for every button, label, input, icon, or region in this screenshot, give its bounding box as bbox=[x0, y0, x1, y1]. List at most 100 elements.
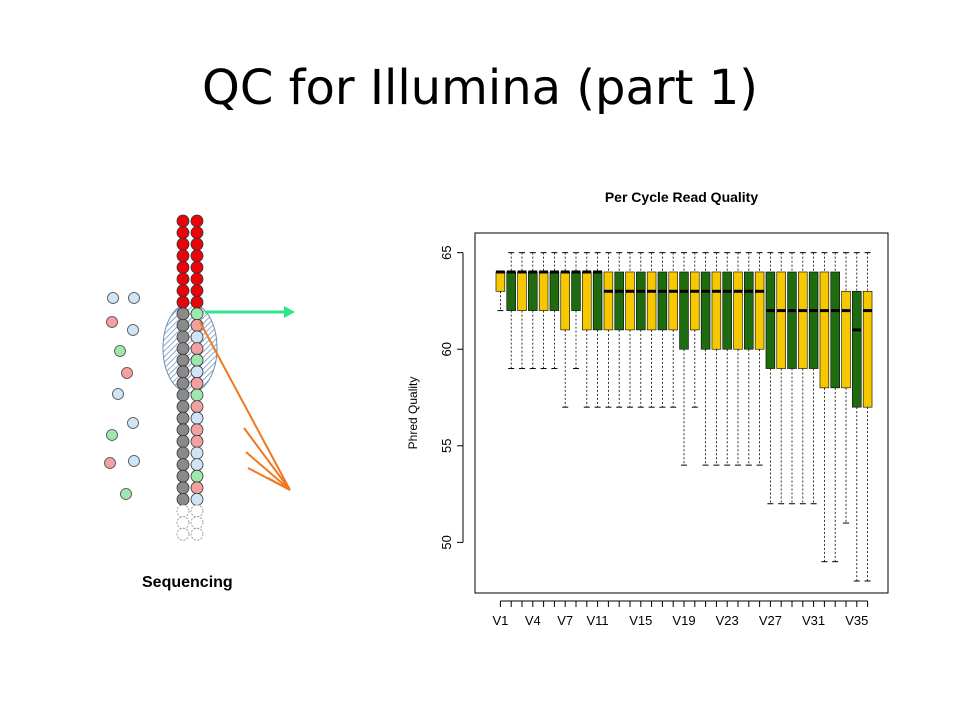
strand-base bbox=[176, 527, 190, 541]
strand-base bbox=[176, 330, 190, 344]
box-1 bbox=[495, 271, 506, 292]
strand-base bbox=[190, 376, 204, 390]
strand-base bbox=[190, 411, 204, 425]
box-7 bbox=[560, 271, 570, 331]
x-tick-label: V19 bbox=[672, 613, 695, 628]
signal-arrow-orange-ray bbox=[243, 427, 291, 491]
strand-base bbox=[176, 376, 190, 390]
box-33 bbox=[841, 290, 851, 389]
free-nucleotide bbox=[114, 345, 126, 357]
signal-arrowhead-green bbox=[284, 306, 295, 318]
box-18 bbox=[679, 271, 689, 350]
free-nucleotide bbox=[107, 292, 119, 304]
box-2 bbox=[506, 271, 516, 311]
box-3 bbox=[517, 271, 527, 311]
strand-base bbox=[176, 237, 190, 251]
strand-base bbox=[190, 307, 204, 321]
strand-base bbox=[190, 469, 204, 483]
strand-base bbox=[190, 226, 204, 240]
box-20 bbox=[700, 271, 711, 350]
free-nucleotide bbox=[106, 429, 118, 441]
x-tick-label: V11 bbox=[587, 613, 609, 628]
strand-base bbox=[190, 400, 204, 414]
strand-base bbox=[176, 353, 190, 367]
free-nucleotide bbox=[127, 324, 139, 336]
x-tick-label: V23 bbox=[716, 613, 739, 628]
strand-base bbox=[190, 237, 204, 251]
box-23 bbox=[733, 271, 743, 350]
box-29 bbox=[798, 271, 808, 369]
strand-base bbox=[190, 527, 204, 541]
box-6 bbox=[549, 271, 560, 311]
strand-base bbox=[190, 492, 204, 506]
box-24 bbox=[744, 271, 754, 350]
box-21 bbox=[711, 271, 722, 350]
box-12 bbox=[614, 271, 624, 331]
box-16 bbox=[657, 271, 668, 331]
free-nucleotide bbox=[128, 455, 140, 467]
strand-base bbox=[176, 423, 190, 437]
signal-arrow-orange-ray bbox=[267, 477, 291, 491]
box-17 bbox=[668, 271, 678, 331]
box-30 bbox=[808, 271, 819, 369]
strand-base bbox=[176, 284, 190, 298]
y-tick-label: 60 bbox=[439, 342, 454, 356]
strand-base bbox=[190, 342, 204, 356]
x-tick-label: V4 bbox=[525, 613, 541, 628]
y-tick-label: 50 bbox=[439, 535, 454, 549]
free-nucleotide bbox=[121, 367, 133, 379]
box-27 bbox=[776, 271, 786, 369]
free-nucleotide bbox=[112, 388, 124, 400]
box-5 bbox=[538, 271, 549, 311]
strand-base bbox=[176, 342, 190, 356]
strand-base bbox=[190, 365, 204, 379]
sequencing-diagram bbox=[104, 214, 295, 541]
strand-base bbox=[190, 295, 204, 309]
strand-base bbox=[176, 504, 190, 518]
free-nucleotide bbox=[106, 316, 118, 328]
box-8 bbox=[571, 271, 581, 311]
box-4 bbox=[528, 271, 538, 311]
strand-base bbox=[176, 249, 190, 263]
strand-base bbox=[176, 411, 190, 425]
strand-base bbox=[190, 284, 204, 298]
strand-base bbox=[176, 458, 190, 472]
strand-base bbox=[190, 330, 204, 344]
strand-base bbox=[176, 365, 190, 379]
box-31 bbox=[819, 271, 830, 389]
free-nucleotide bbox=[128, 292, 140, 304]
box-19 bbox=[690, 271, 700, 331]
x-tick-label: V1 bbox=[492, 613, 508, 628]
x-tick-label: V31 bbox=[802, 613, 825, 628]
box-28 bbox=[787, 271, 797, 369]
signal-arrow-orange-ray bbox=[245, 451, 291, 491]
y-tick-label: 65 bbox=[439, 245, 454, 259]
box-34 bbox=[852, 290, 862, 408]
strand-base bbox=[176, 295, 190, 309]
x-tick-label: V35 bbox=[845, 613, 868, 628]
free-nucleotide bbox=[104, 457, 116, 469]
x-tick-label: V27 bbox=[759, 613, 782, 628]
strand-base bbox=[190, 516, 204, 529]
strand-base bbox=[190, 481, 204, 495]
quality-boxplot-chart: Per Cycle Read Quality 50 55 60 65 Phred Qual… bbox=[406, 189, 889, 628]
box-35 bbox=[862, 290, 873, 408]
box-26 bbox=[765, 271, 776, 369]
cluster-oval bbox=[162, 302, 218, 394]
strand-base bbox=[190, 434, 204, 448]
slide-title: QC for Illumina (part 1) bbox=[202, 60, 758, 116]
box-15 bbox=[646, 271, 657, 331]
strand-base bbox=[176, 469, 190, 483]
sequencing-label: Sequencing bbox=[142, 574, 233, 591]
box-14 bbox=[636, 271, 646, 331]
strand-base bbox=[190, 353, 204, 367]
x-tick-label: V7 bbox=[557, 613, 573, 628]
chart-title: Per Cycle Read Quality bbox=[605, 189, 759, 205]
y-axis-label: Phred Quality bbox=[406, 377, 420, 450]
strand-base bbox=[190, 504, 204, 518]
strand-base bbox=[190, 214, 204, 228]
strand-base bbox=[190, 388, 204, 402]
strand-base bbox=[176, 260, 190, 274]
strand-base bbox=[190, 446, 204, 460]
strand-base bbox=[190, 423, 204, 437]
